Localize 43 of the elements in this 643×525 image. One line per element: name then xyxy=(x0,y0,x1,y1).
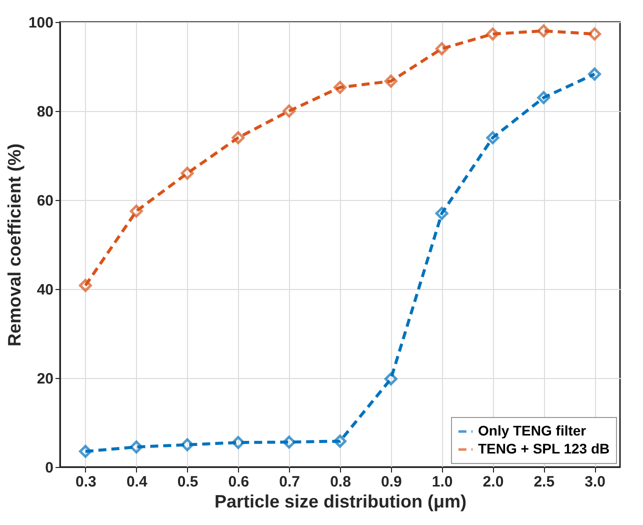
point xyxy=(180,438,194,452)
x-tick-label: 1.0 xyxy=(432,474,453,490)
x-tick-label: 0.3 xyxy=(76,474,96,490)
y-tick-label: 100 xyxy=(28,14,54,32)
point xyxy=(537,91,550,104)
point xyxy=(537,24,550,38)
point xyxy=(486,28,500,41)
x-axis-title: Particle size distribution (μm) xyxy=(214,492,467,512)
point xyxy=(588,28,602,41)
point xyxy=(334,80,346,94)
y-axis-title: Removal coefficient (%) xyxy=(4,143,24,347)
point xyxy=(130,440,143,454)
point xyxy=(334,434,346,448)
point xyxy=(282,436,296,449)
y-tick-label: 60 xyxy=(36,192,54,210)
point xyxy=(384,372,398,386)
x-tick-label: 0.6 xyxy=(228,474,250,490)
x-tick-label: 0.7 xyxy=(279,474,300,490)
point xyxy=(588,68,602,81)
y-tick-label: 0 xyxy=(45,460,54,476)
y-tick-label: 80 xyxy=(36,104,54,120)
point xyxy=(384,74,398,88)
x-tick-label: 2.0 xyxy=(482,474,504,490)
x-tick-label: 0.5 xyxy=(177,474,198,490)
point xyxy=(282,104,296,118)
point xyxy=(232,436,245,450)
point xyxy=(180,166,194,180)
point xyxy=(78,278,92,292)
point xyxy=(232,131,245,144)
point xyxy=(435,42,448,56)
point xyxy=(78,444,92,458)
point xyxy=(486,131,500,144)
x-tick-label: 0.4 xyxy=(126,474,148,490)
x-tick-label: 0.8 xyxy=(330,474,351,490)
x-tick-label: 3.0 xyxy=(584,474,606,490)
point xyxy=(130,204,143,218)
y-tick-label: 20 xyxy=(36,370,54,388)
point xyxy=(435,206,448,220)
y-tick-label: 40 xyxy=(36,282,54,298)
x-tick-label: 0.9 xyxy=(380,474,402,490)
legend-label: Only TENG filter xyxy=(478,422,587,438)
x-tick-label: 2.5 xyxy=(534,474,555,490)
legend-label: TENG + SPL 123 dB xyxy=(478,440,610,456)
